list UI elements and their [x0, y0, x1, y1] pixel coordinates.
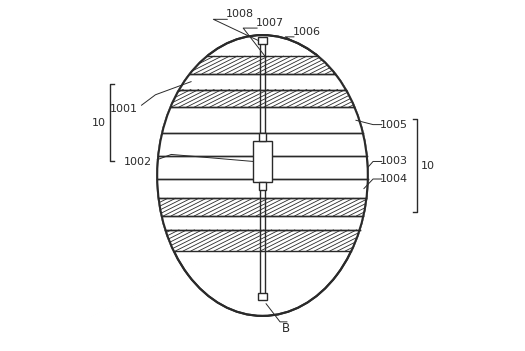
Text: 1001: 1001 [110, 104, 138, 114]
Polygon shape [159, 198, 366, 216]
Bar [259, 181, 266, 190]
Polygon shape [158, 133, 367, 156]
Polygon shape [171, 90, 354, 107]
Text: 1005: 1005 [380, 120, 408, 130]
Polygon shape [157, 156, 368, 179]
Text: 1006: 1006 [292, 27, 320, 37]
Text: 10: 10 [92, 118, 106, 128]
Text: 1004: 1004 [380, 174, 408, 184]
Bar [259, 132, 266, 141]
Text: 10: 10 [421, 161, 435, 171]
Bar [258, 293, 267, 300]
Bar [254, 141, 271, 181]
Polygon shape [162, 216, 363, 230]
Text: 1003: 1003 [380, 157, 408, 166]
Text: B: B [282, 322, 290, 335]
Ellipse shape [157, 35, 368, 316]
Polygon shape [165, 230, 360, 251]
Text: 1007: 1007 [256, 18, 284, 28]
Polygon shape [179, 74, 346, 90]
Bar [258, 37, 267, 44]
Text: 1008: 1008 [226, 9, 254, 19]
Text: 1002: 1002 [124, 157, 152, 167]
Polygon shape [157, 179, 368, 198]
Polygon shape [162, 107, 363, 133]
Polygon shape [190, 56, 335, 74]
